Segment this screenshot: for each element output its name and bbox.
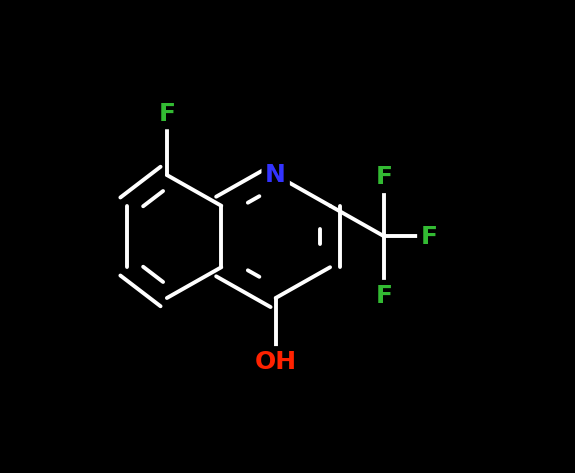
Text: F: F: [421, 225, 438, 248]
Text: F: F: [376, 284, 393, 307]
Text: OH: OH: [255, 350, 297, 374]
Text: F: F: [158, 102, 175, 125]
Text: F: F: [376, 166, 393, 189]
Text: N: N: [265, 163, 286, 187]
